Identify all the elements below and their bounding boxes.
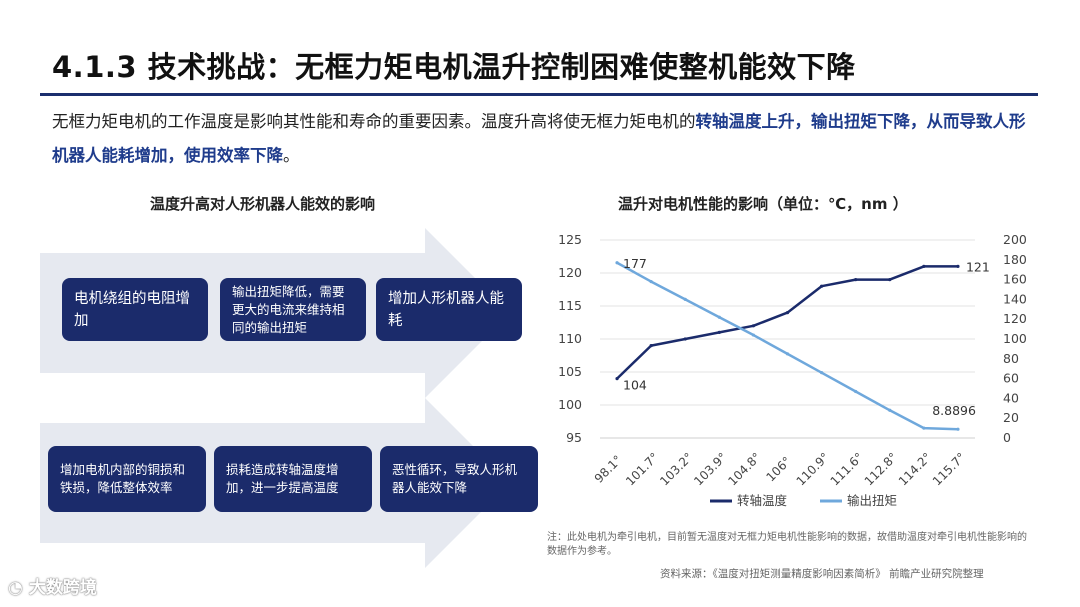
- x-tick-label: 101.7°: [623, 450, 661, 488]
- effect-box-copper-iron-loss: 增加电机内部的铜损和铁损，降低整体效率: [48, 446, 206, 512]
- shaft-temp-point: [649, 344, 653, 348]
- shaft-temp-point: [683, 337, 687, 341]
- shaft-temp-point: [717, 330, 721, 334]
- legend-label: 转轴温度: [737, 493, 788, 508]
- x-tick-label: 115.7°: [930, 450, 968, 488]
- shaft-temp-point: [956, 264, 960, 268]
- torque-point: [922, 426, 926, 430]
- watermark-logo: ◔ 大数跨境: [8, 573, 97, 598]
- intro-lead: 无框力矩电机的工作温度是影响其性能和寿命的重要因素。温度升高将使无框力矩电机的: [52, 112, 696, 131]
- left-panel-title: 温度升高对人形机器人能效的影响: [150, 195, 376, 213]
- effect-box-energy-increase: 增加人形机器人能耗: [376, 278, 522, 341]
- footnote: 注：此处电机为牵引电机，目前暂无温度对无框力矩电机性能影响的数据，故借助温度对牵…: [547, 532, 1027, 557]
- data-label: 104: [623, 378, 647, 393]
- torque-point: [717, 315, 721, 319]
- chart-title: 温升对电机性能的影响（单位：℃，nm ）: [618, 195, 908, 213]
- y-left-tick-label: 100: [558, 397, 582, 412]
- intro-paragraph: 无框力矩电机的工作温度是影响其性能和寿命的重要因素。温度升高将使无框力矩电机的转…: [52, 105, 1037, 173]
- page-title: 4.1.3 技术挑战：无框力矩电机温升控制困难使整机能效下降: [52, 50, 856, 84]
- x-tick-label: 106°: [764, 454, 794, 484]
- torque-point: [649, 279, 653, 284]
- y-right-tick-label: 160: [1003, 272, 1027, 287]
- shaft-temp-point: [785, 311, 790, 315]
- x-tick-label: 103.2°: [657, 450, 695, 488]
- x-tick-label: 112.8°: [862, 450, 900, 488]
- x-tick-label: 98.1°: [592, 453, 625, 486]
- y-right-tick-label: 100: [1003, 331, 1027, 346]
- y-right-tick-label: 0: [1003, 430, 1011, 445]
- y-right-tick-label: 120: [1003, 311, 1027, 326]
- y-right-tick-label: 80: [1003, 351, 1019, 366]
- effect-box-resistance: 电机绕组的电阻增加: [62, 278, 208, 341]
- torque-point: [888, 408, 892, 412]
- shaft-temp-point: [615, 377, 619, 381]
- intro-highlight: 转轴温度上升，输出扭矩下降，从而导致人形机器人能耗增加，使用效率下降: [52, 112, 1026, 165]
- y-right-tick-label: 140: [1003, 291, 1027, 306]
- shaft-temp-point: [922, 264, 926, 268]
- line-chart: 95 100 105 110 115 120 125 0 20 40 60 80 100 120 140 16…: [558, 232, 1027, 508]
- series-line-shaft-temp: [616, 265, 958, 380]
- intro-tail: 。: [283, 146, 300, 165]
- x-tick-label: 114.2°: [896, 450, 934, 488]
- data-label: 177: [623, 256, 647, 271]
- torque-point: [615, 261, 619, 265]
- torque-point: [854, 389, 858, 394]
- data-label: 8.8896: [932, 403, 976, 418]
- y-left-tick-label: 120: [558, 265, 582, 280]
- y-right-tick-label: 20: [1003, 410, 1019, 425]
- series-line-torque: [616, 261, 958, 431]
- torque-point: [683, 297, 687, 301]
- shaft-temp-point: [751, 324, 756, 328]
- title-divider: [40, 93, 1038, 96]
- brand-logo-text: 大数跨境: [28, 578, 97, 598]
- y-right-tick-label: 60: [1003, 371, 1019, 386]
- x-tick-label: 104.8°: [725, 450, 763, 488]
- shaft-temp-point: [888, 278, 892, 282]
- torque-point: [751, 333, 756, 337]
- y-left-tick-label: 125: [558, 232, 582, 247]
- shaft-temp-point: [819, 284, 824, 288]
- brand-logo-icon: ◔: [8, 578, 23, 598]
- torque-point: [956, 427, 960, 431]
- x-tick-label: 103.9°: [691, 450, 729, 488]
- y-left-tick-label: 105: [558, 364, 582, 379]
- source-note: 资料来源：《温度对扭矩测量精度影响因素简析》 前瞻产业研究院整理: [660, 568, 984, 580]
- effect-box-temp-rise: 损耗造成转轴温度增加，进一步提高温度: [214, 446, 372, 512]
- y-left-tick-label: 110: [558, 331, 582, 346]
- torque-point: [785, 352, 790, 356]
- torque-point: [819, 371, 824, 375]
- y-right-tick-label: 200: [1003, 232, 1027, 247]
- y-right-tick-label: 180: [1003, 252, 1027, 267]
- effect-box-torque-drop: 输出扭矩降低，需要更大的电流来维持相同的输出扭矩: [220, 278, 366, 341]
- effect-box-vicious-cycle: 恶性循环，导致人形机器人能效下降: [380, 446, 538, 512]
- shaft-temp-point: [854, 278, 858, 282]
- y-left-tick-label: 95: [566, 430, 582, 445]
- y-right-tick-label: 40: [1003, 390, 1019, 405]
- x-tick-label: 110.9°: [794, 450, 832, 488]
- data-label: 121: [966, 259, 990, 274]
- x-tick-label: 111.6°: [828, 450, 866, 488]
- y-left-tick-label: 115: [558, 298, 582, 313]
- legend-label: 输出扭矩: [847, 493, 897, 508]
